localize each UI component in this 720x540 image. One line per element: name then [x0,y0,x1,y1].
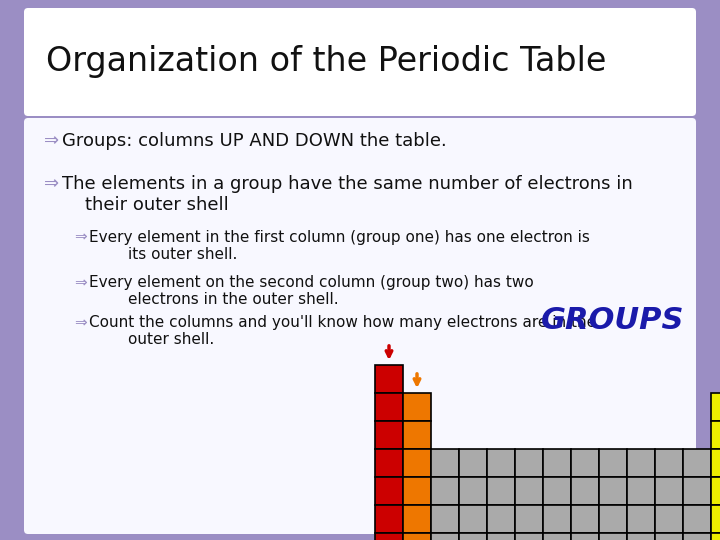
Bar [431,477,459,505]
Bar [571,477,599,505]
Text: Organization of the Periodic Table: Organization of the Periodic Table [46,45,606,78]
Bar [431,533,459,540]
Bar [375,421,403,449]
Text: Groups: columns UP AND DOWN the table.: Groups: columns UP AND DOWN the table. [62,132,446,150]
Bar [683,449,711,477]
Text: ⇒: ⇒ [74,315,86,330]
Text: ⇒: ⇒ [74,275,86,290]
Bar [431,505,459,533]
Text: Every element on the second column (group two) has two
        electrons in the : Every element on the second column (grou… [89,275,534,307]
Bar [711,421,720,449]
Bar [655,533,683,540]
Bar [683,533,711,540]
Bar [655,477,683,505]
Bar [403,421,431,449]
Bar [459,533,487,540]
Bar [375,365,403,393]
Bar [599,449,627,477]
Bar [459,505,487,533]
Bar [403,505,431,533]
Text: ⇒: ⇒ [44,175,59,193]
Bar [655,505,683,533]
Bar [403,477,431,505]
Text: Count the columns and you'll know how many electrons are in the
        outer sh: Count the columns and you'll know how ma… [89,315,596,347]
Bar [487,505,515,533]
Bar [711,393,720,421]
Bar [599,533,627,540]
FancyBboxPatch shape [24,8,696,116]
Text: ⇒: ⇒ [74,230,86,245]
Bar [431,449,459,477]
Bar [403,449,431,477]
Bar [683,477,711,505]
Bar [375,477,403,505]
Bar [375,505,403,533]
Bar [459,477,487,505]
Bar [459,449,487,477]
Bar [599,505,627,533]
Bar [403,393,431,421]
Bar [627,449,655,477]
Bar [711,449,720,477]
Bar [599,477,627,505]
Bar [571,505,599,533]
Bar [515,449,543,477]
Bar [627,505,655,533]
Bar [515,533,543,540]
Bar [711,505,720,533]
Bar [403,533,431,540]
Bar [627,533,655,540]
Bar [627,477,655,505]
FancyBboxPatch shape [24,118,696,534]
Bar [683,505,711,533]
Bar [571,449,599,477]
Bar [711,477,720,505]
Bar [655,449,683,477]
Bar [487,477,515,505]
Text: Every element in the first column (group one) has one electron is
        its ou: Every element in the first column (group… [89,230,590,262]
Bar [543,477,571,505]
Text: GROUPS: GROUPS [541,306,685,335]
Bar [487,533,515,540]
Text: ⇒: ⇒ [44,132,59,150]
Bar [487,449,515,477]
Text: The elements in a group have the same number of electrons in
    their outer she: The elements in a group have the same nu… [62,175,633,214]
Bar [515,477,543,505]
Bar [375,533,403,540]
Bar [571,533,599,540]
Bar [711,533,720,540]
Bar [543,505,571,533]
Bar [543,449,571,477]
Bar [375,449,403,477]
Bar [375,393,403,421]
Bar [515,505,543,533]
Bar [543,533,571,540]
